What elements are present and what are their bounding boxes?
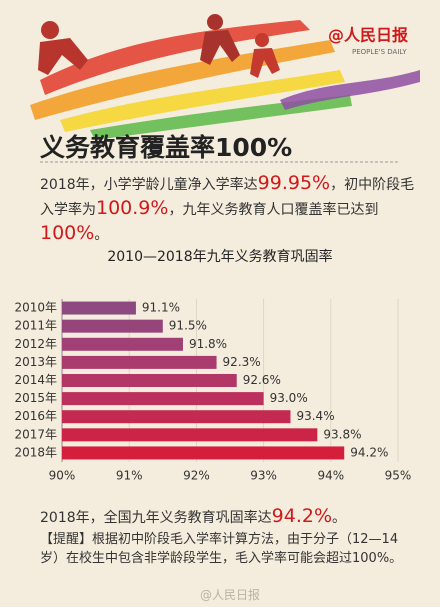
value-label: 91.8% — [189, 337, 227, 351]
value-label: 92.6% — [243, 373, 281, 387]
y-tick-label: 2018年 — [14, 445, 57, 459]
summary-highlight: 94.2% — [271, 505, 332, 527]
chart-title: 2010—2018年九年义务教育巩固率 — [107, 248, 332, 265]
value-label: 91.1% — [142, 301, 180, 315]
intro-highlight: 100% — [40, 222, 95, 244]
y-tick-label: 2016年 — [14, 409, 57, 423]
watermark: @人民日报 — [200, 588, 261, 602]
intro-text: 2018年，小学学龄儿童净入学率达 — [40, 177, 258, 193]
value-label: 92.3% — [223, 355, 261, 369]
intro: 2018年，小学学龄儿童净入学率达99.95%，初中阶段毛入学率为100.9%，… — [40, 172, 415, 247]
intro-highlight: 100.9% — [96, 197, 169, 219]
value-label: 93.8% — [323, 427, 361, 441]
bar — [62, 319, 163, 333]
value-label: 94.2% — [350, 445, 388, 459]
y-tick-label: 2011年 — [14, 319, 57, 333]
bar — [62, 301, 136, 315]
x-tick-label: 91% — [116, 469, 143, 483]
logo-name: @人民日报 — [328, 26, 408, 45]
bar — [62, 337, 183, 351]
y-tick-label: 2014年 — [14, 373, 57, 387]
bar — [62, 428, 318, 442]
value-label: 93.0% — [270, 391, 308, 405]
logo-sub: PEOPLE'S DAILY — [352, 48, 407, 56]
x-tick-label: 90% — [49, 469, 76, 483]
y-tick-label: 2010年 — [14, 301, 57, 315]
intro-text: 。 — [94, 227, 109, 243]
intro-text: ，初中阶段毛入学率为 — [40, 177, 415, 218]
x-tick-label: 93% — [250, 469, 277, 483]
title: 义务教育覆盖率100% — [40, 133, 293, 162]
y-tick-label: 2015年 — [14, 391, 57, 405]
bar — [62, 392, 264, 406]
summary-text: 2018年，全国九年义务教育巩固率达 — [40, 510, 272, 526]
bar — [62, 355, 217, 369]
summary-text: 。 — [332, 510, 346, 526]
summary: 2018年，全国九年义务教育巩固率达94.2%。 — [40, 505, 415, 530]
x-tick-label: 95% — [385, 469, 412, 483]
bar — [62, 374, 237, 387]
banner — [30, 14, 420, 140]
intro-text: ，九年义务教育人口覆盖率已达到 — [168, 202, 379, 218]
bar — [62, 410, 291, 424]
value-label: 93.4% — [296, 409, 334, 423]
x-tick-label: 94% — [317, 469, 344, 483]
y-tick-label: 2017年 — [14, 427, 57, 441]
x-tick-label: 92% — [183, 469, 210, 483]
note: 【提醒】根据初中阶段毛入学率计算方法，由于分子（12—14岁）在校生中包含非学龄… — [40, 532, 403, 566]
intro-highlight: 99.95% — [257, 172, 331, 194]
value-label: 91.5% — [169, 319, 207, 333]
y-tick-label: 2012年 — [14, 337, 57, 351]
bar — [62, 446, 345, 460]
y-tick-label: 2013年 — [14, 355, 57, 369]
